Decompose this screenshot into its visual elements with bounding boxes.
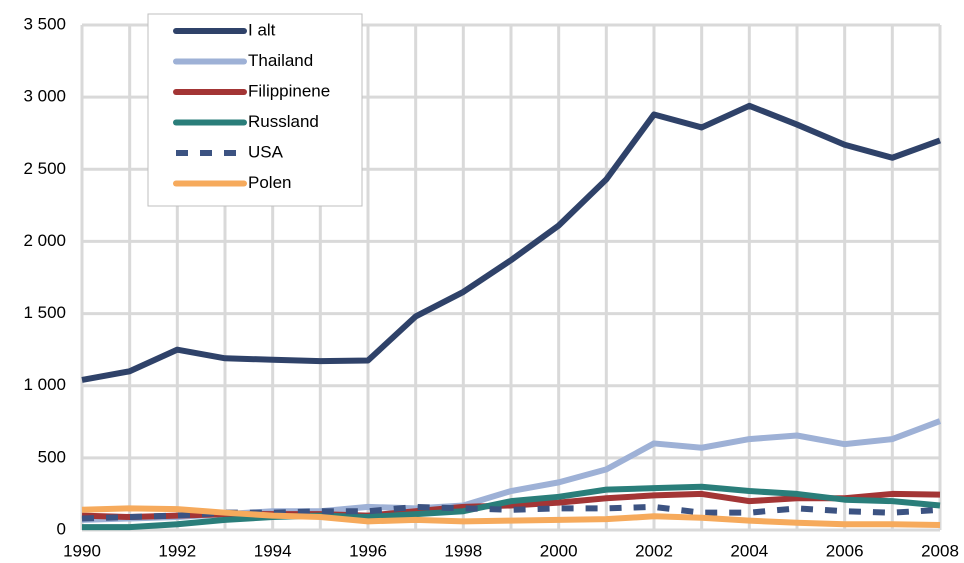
series-line xyxy=(82,483,941,531)
x-tick-label: 2000 xyxy=(540,541,578,560)
x-tick-label: 2006 xyxy=(826,541,864,560)
legend-label: Thailand xyxy=(248,51,313,70)
legend: I alt Thailand Filippinene Russland USA Polen xyxy=(147,13,363,207)
legend-label: USA xyxy=(248,142,284,161)
x-tick-label: 1994 xyxy=(254,541,292,560)
x-tick-label: 1990 xyxy=(63,541,101,560)
y-tick-label: 500 xyxy=(38,447,66,466)
legend-label: I alt xyxy=(248,20,276,39)
y-tick-label: 2 000 xyxy=(23,231,66,250)
y-tick-label: 0 xyxy=(57,519,66,538)
x-tick-label: 1998 xyxy=(444,541,482,560)
y-tick-label: 3 000 xyxy=(23,87,66,106)
legend-label: Filippinene xyxy=(248,81,330,100)
series-line xyxy=(81,102,942,383)
legend-box xyxy=(147,13,363,207)
x-tick-label: 1992 xyxy=(158,541,196,560)
legend-label: Polen xyxy=(248,173,291,192)
x-tick-label: 2004 xyxy=(730,541,768,560)
x-tick-label: 2002 xyxy=(635,541,673,560)
x-tick-label: 1996 xyxy=(349,541,387,560)
y-tick-label: 3 500 xyxy=(23,14,66,33)
series-line xyxy=(81,505,941,528)
y-tick-label: 1 000 xyxy=(23,375,66,394)
x-tick-label: 2008 xyxy=(921,541,959,560)
y-tick-label: 1 500 xyxy=(23,303,66,322)
y-tick-label: 2 500 xyxy=(23,159,66,178)
legend-label: Russland xyxy=(248,112,319,131)
